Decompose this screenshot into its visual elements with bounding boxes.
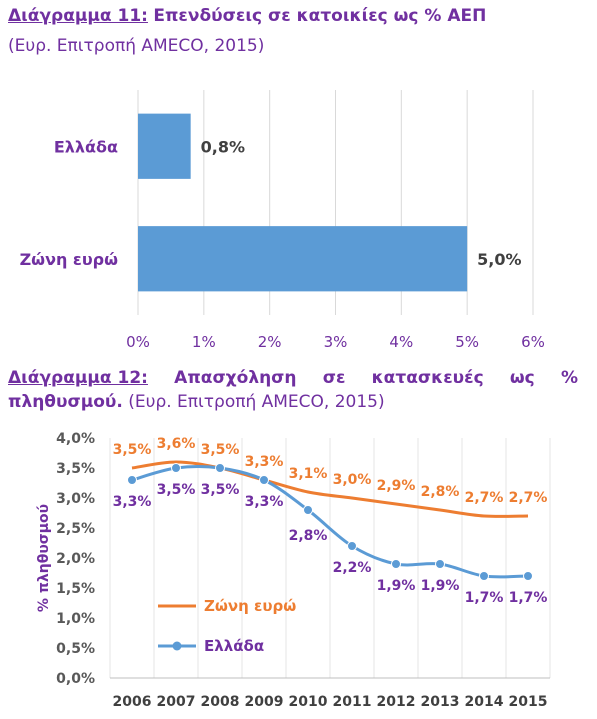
chart2-data-label: 1,9% [421, 578, 460, 594]
chart1-x-tick-labels: 0% 1% 2% 3% 4% 5% 6% [126, 333, 545, 351]
chart2-x-tick-label: 2007 [157, 694, 196, 710]
chart1-value-label: 5,0% [477, 250, 521, 269]
chart2-data-label: 2,8% [421, 484, 460, 500]
chart2-caption-title-end: πληθυσμού. [8, 392, 123, 412]
chart2-x-tick-label: 2008 [201, 694, 240, 710]
chart2-x-tick-label: 2013 [421, 694, 460, 710]
chart2-caption-word: ως [509, 368, 535, 388]
chart2-caption-word: σε [322, 368, 346, 388]
chart2-series-lines [131, 460, 529, 579]
chart2-x-tick-label: 2015 [509, 694, 548, 710]
chart2-x-tick-label: 2012 [377, 694, 416, 710]
chart1-x-tick-label: 5% [455, 333, 479, 351]
chart2-data-label: 2,2% [333, 560, 372, 576]
chart2-data-label: 3,3% [245, 454, 284, 470]
chart2-markers [127, 463, 533, 581]
chart1-value-label: 0,8% [201, 137, 245, 156]
chart2-data-label: 3,6% [157, 436, 196, 452]
chart2-y-tick-label: 3,5% [56, 461, 95, 477]
chart2-data-label: 3,1% [289, 466, 328, 482]
chart2-data-point [391, 559, 401, 569]
chart2-data-point [303, 505, 313, 515]
chart2-data-label: 3,5% [113, 442, 152, 458]
chart2-data-point [435, 559, 445, 569]
chart2-data-point [259, 475, 269, 485]
chart1-x-tick-label: 6% [521, 333, 545, 351]
chart2-gridlines [109, 438, 551, 679]
chart2-y-axis-label: % πληθυσμού [36, 504, 52, 612]
chart2-legend-label-eurozone: Ζώνη ευρώ [204, 597, 296, 615]
chart2-series-line [131, 465, 529, 579]
chart2-data-label: 3,5% [201, 482, 240, 498]
chart2-data-label: 2,9% [377, 478, 416, 494]
chart2-x-tick-labels: 2006 2007 2008 2009 2010 2011 2012 2013 2014 2015 [113, 694, 548, 710]
chart2-y-tick-label: 0,5% [56, 641, 95, 657]
chart2-x-tick-label: 2011 [333, 694, 372, 710]
chart2-data-label: 3,0% [333, 472, 372, 488]
chart2-y-tick-label: 1,0% [56, 611, 95, 627]
chart1-bar [138, 113, 191, 179]
chart1-x-tick-label: 1% [192, 333, 216, 351]
chart2-caption-number: Διάγραμμα 12: [8, 368, 148, 388]
chart2-x-tick-label: 2010 [289, 694, 328, 710]
chart1-caption: Διάγραμμα 11: Επενδύσεις σε κατοικίες ως… [8, 4, 486, 28]
chart2-data-label: 1,7% [465, 590, 504, 606]
chart2-data-label: 2,8% [289, 528, 328, 544]
chart2-source: (Ευρ. Επιτροπή AMECO, 2015) [128, 392, 385, 412]
chart1-x-tick-label: 3% [324, 333, 348, 351]
chart2-caption: Διάγραμμα 12: Απασχόληση σε κατασκευές ω… [8, 366, 578, 414]
chart2-data-labels: 3,5% 3,6% 3,5% 3,3% 3,1% 3,0% 2,9% 2,8% 2,7% 2,7%… [113, 436, 548, 606]
chart1-source: (Ευρ. Επιτροπή AMECO, 2015) [8, 36, 265, 56]
chart1-bars [138, 113, 468, 292]
chart2-y-tick-label: 0,0% [56, 671, 95, 687]
chart2-data-point [347, 541, 357, 551]
chart2-caption-word: Απασχόληση [174, 368, 297, 388]
chart1-x-tick-label: 2% [258, 333, 282, 351]
chart1-value-labels: 0,8% 5,0% [201, 137, 522, 269]
chart1-x-tick-label: 0% [126, 333, 150, 351]
chart2-data-label: 3,5% [201, 442, 240, 458]
chart2-line-chart: 0,0% 0,5% 1,0% 1,5% 2,0% 2,5% 3,0% 3,5% 4,0% 200… [36, 431, 551, 710]
chart2-x-tick-label: 2006 [113, 694, 152, 710]
chart1-gridlines [137, 90, 534, 315]
chart2-legend-marker-greece [172, 641, 182, 651]
chart2-legend: Ζώνη ευρώ Ελλάδα [158, 597, 296, 655]
chart2-data-label: 3,3% [245, 494, 284, 510]
chart2-data-point [479, 571, 489, 581]
chart1-bar [138, 226, 468, 292]
chart2-data-point [127, 475, 137, 485]
chart2-data-label: 2,7% [465, 490, 504, 506]
chart2-y-tick-label: 3,0% [56, 491, 95, 507]
chart2-x-tick-label: 2009 [245, 694, 284, 710]
chart2-y-tick-labels: 0,0% 0,5% 1,0% 1,5% 2,0% 2,5% 3,0% 3,5% 4,0% [56, 431, 95, 687]
chart2-data-point [523, 571, 533, 581]
chart2-data-label: 2,7% [509, 490, 548, 506]
chart2-caption-word: κατασκευές [371, 368, 484, 388]
chart2-data-point [215, 463, 225, 473]
chart2-y-tick-label: 1,5% [56, 581, 95, 597]
chart2-data-label: 3,5% [157, 482, 196, 498]
chart2-y-tick-label: 2,5% [56, 521, 95, 537]
chart2-data-label: 1,9% [377, 578, 416, 594]
chart2-y-tick-label: 4,0% [56, 431, 95, 447]
chart2-caption-word: % [560, 368, 578, 388]
chart1-caption-title: Επενδύσεις σε κατοικίες ως % ΑΕΠ [153, 6, 487, 26]
chart1-x-tick-label: 4% [389, 333, 413, 351]
chart1-category-labels: Ελλάδα Ζώνη ευρώ [20, 137, 119, 269]
chart1-category-label: Ζώνη ευρώ [20, 250, 119, 269]
chart2-x-tick-label: 2014 [465, 694, 504, 710]
chart2-series-line [131, 460, 529, 518]
chart1-category-label: Ελλάδα [54, 137, 118, 156]
chart2-data-label: 1,7% [509, 590, 548, 606]
chart2-data-point [171, 463, 181, 473]
chart2-legend-label-greece: Ελλάδα [204, 637, 264, 655]
chart2-data-label: 3,3% [113, 494, 152, 510]
chart1-bar-chart: Ελλάδα Ζώνη ευρώ 0,8% 5,0% 0% 1% 2% 3% 4% 5% 6% [20, 90, 545, 351]
chart2-y-tick-label: 2,0% [56, 551, 95, 567]
chart1-caption-number: Διάγραμμα 11: [8, 6, 148, 26]
